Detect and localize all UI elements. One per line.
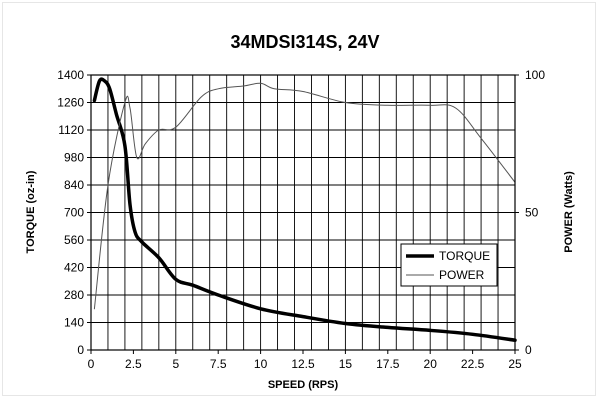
y-left-tick-label: 280 — [64, 288, 84, 302]
y-left-tick-label: 840 — [64, 178, 84, 192]
plot-border — [90, 74, 516, 351]
chart-frame — [2, 2, 596, 396]
y-left-tick-label: 420 — [64, 261, 84, 275]
x-axis-title: SPEED (RPS) — [268, 379, 339, 391]
series-line-power — [93, 82, 516, 310]
series-line-torque — [92, 77, 517, 342]
x-tick-label: 22.5 — [461, 357, 485, 371]
y-left-tick-label: 980 — [64, 151, 84, 165]
y-right-tick-label: 100 — [525, 68, 545, 82]
x-tick-label: 12.5 — [291, 357, 315, 371]
tick-labels: 0 2.5 5 7.5 10 12.5 15 17.5 20 22.5 25014028042056… — [57, 68, 545, 371]
y-left-tick-label: 560 — [64, 233, 84, 247]
series-lines — [92, 77, 517, 342]
x-tick-label: 0 — [88, 357, 95, 371]
y-left-tick-label: 1260 — [57, 96, 84, 110]
legend: TORQUE POWER — [400, 243, 498, 287]
y-left-axis-title: TORQUE (oz-in) — [25, 170, 37, 253]
legend-label-power: POWER — [439, 268, 485, 282]
y-left-tick-label: 0 — [77, 343, 84, 357]
y-left-tick-label: 700 — [64, 206, 84, 220]
x-tick-label: 10 — [254, 357, 268, 371]
y-right-tick-label: 0 — [525, 343, 532, 357]
y-left-tick-label: 140 — [64, 316, 84, 330]
x-tick-label: 7.5 — [210, 357, 227, 371]
legend-label-torque: TORQUE — [439, 249, 490, 263]
legend-box — [400, 243, 498, 287]
grid — [91, 75, 515, 350]
x-tick-label: 5 — [172, 357, 179, 371]
x-tick-label: 2.5 — [125, 357, 142, 371]
y-left-tick-label: 1400 — [57, 68, 84, 82]
x-tick-label: 15 — [339, 357, 353, 371]
chart-title: 34MDSI314S, 24V — [230, 32, 379, 52]
y-right-tick-label: 50 — [525, 206, 539, 220]
x-tick-label: 17.5 — [376, 357, 400, 371]
y-right-axis-title: POWER (Watts) — [563, 171, 575, 253]
x-tick-label: 20 — [424, 357, 438, 371]
x-tick-label: 25 — [508, 357, 522, 371]
y-left-tick-label: 1120 — [58, 123, 84, 137]
